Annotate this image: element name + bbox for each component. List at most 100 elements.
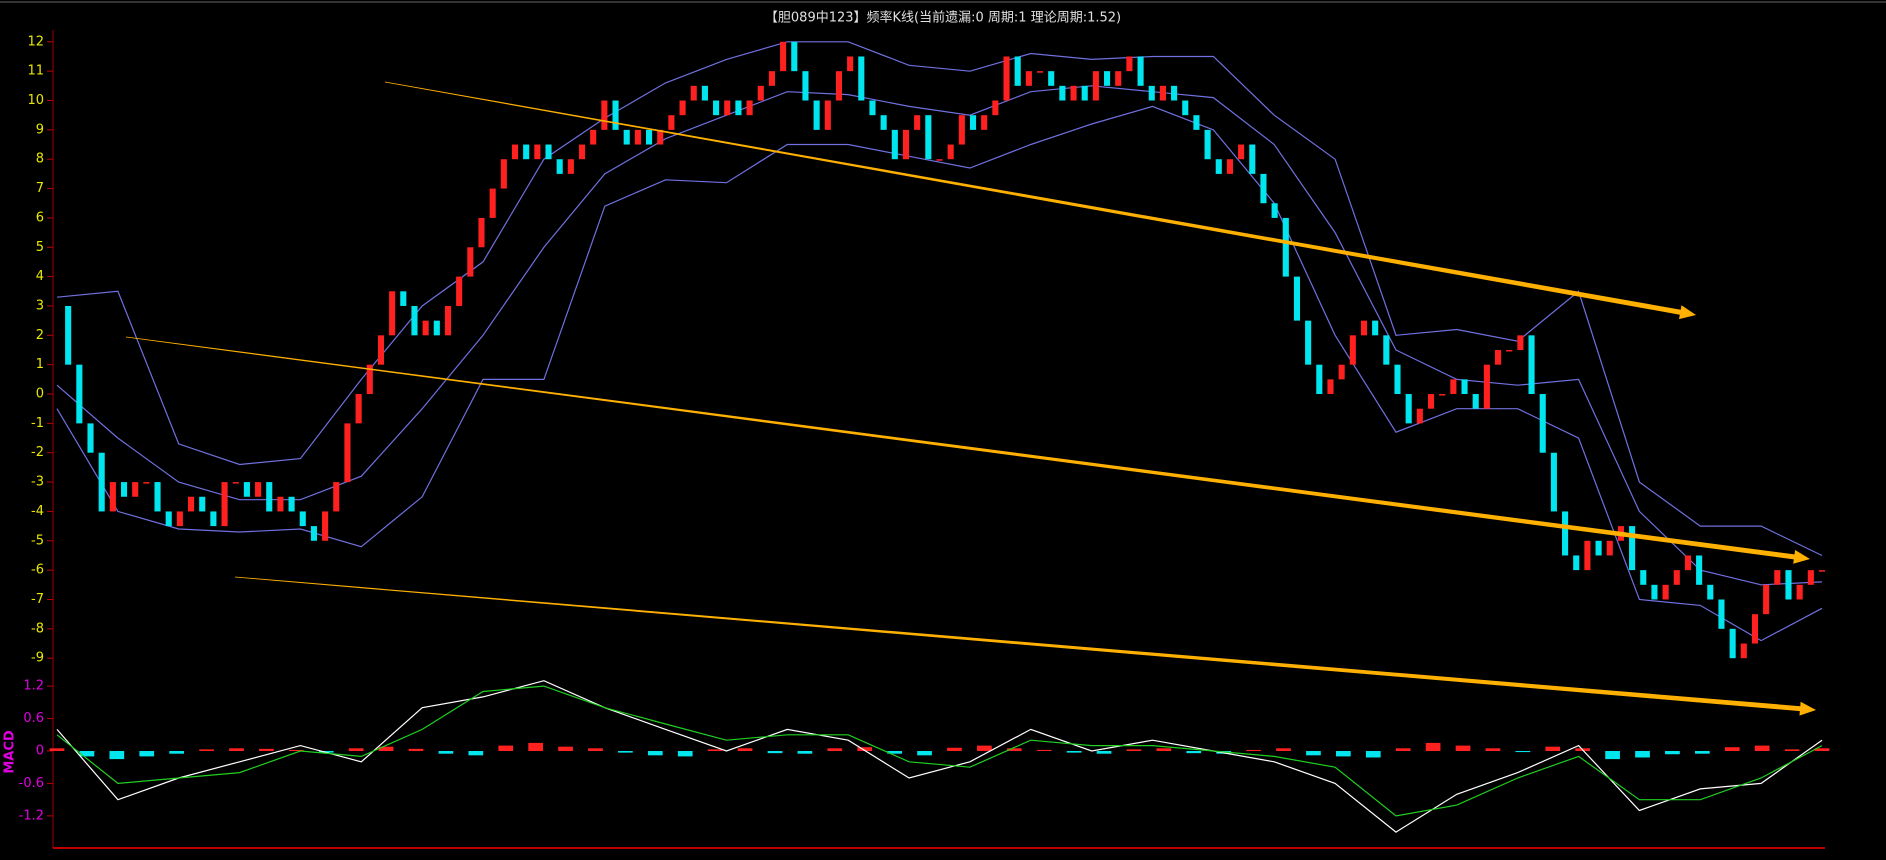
candle-body xyxy=(657,129,664,145)
candle-body xyxy=(1226,159,1233,174)
candle-body xyxy=(333,482,340,512)
candle-body xyxy=(1707,584,1714,600)
histogram-bar xyxy=(199,749,214,751)
candle-body xyxy=(1796,584,1803,600)
histogram-bar xyxy=(468,751,484,756)
candle-body xyxy=(1483,364,1490,409)
y-tick-label: 9 xyxy=(36,122,44,137)
candle-body xyxy=(1461,379,1468,395)
y-tick-label: 7 xyxy=(36,181,44,196)
candle-body xyxy=(500,159,507,189)
candle-body xyxy=(1439,394,1446,396)
histogram-bar xyxy=(229,748,244,751)
candle-body xyxy=(456,276,463,306)
candle-body xyxy=(1751,614,1759,644)
histogram-bar xyxy=(558,746,573,751)
candle-body xyxy=(1494,350,1502,365)
candle-body xyxy=(1394,364,1401,395)
candle-body xyxy=(690,85,697,101)
candle-body xyxy=(511,144,519,160)
candle-body xyxy=(958,115,965,145)
candle-body xyxy=(87,423,94,453)
histogram-bar xyxy=(707,749,723,751)
candle-body xyxy=(187,496,195,512)
candle-body xyxy=(1159,85,1166,101)
histogram-bar xyxy=(647,751,663,756)
y-tick-label: 1.2 xyxy=(23,679,44,694)
candle-body xyxy=(1405,394,1412,424)
candle-body xyxy=(1036,71,1044,73)
candle-body xyxy=(1059,85,1066,101)
candle-body xyxy=(1293,276,1301,321)
candle-body xyxy=(902,129,910,160)
candle-body xyxy=(1684,555,1692,571)
candle-body xyxy=(1785,570,1792,600)
candle-body xyxy=(400,291,407,306)
candle-body xyxy=(433,320,440,336)
histogram-bar xyxy=(1665,751,1680,755)
candle-body xyxy=(701,85,708,101)
candle-body xyxy=(1740,643,1747,659)
y-tick-label: 3 xyxy=(36,298,44,313)
candle-body xyxy=(791,41,798,72)
series-line xyxy=(56,685,1823,817)
candle-body xyxy=(243,482,250,497)
candle-body xyxy=(1416,408,1423,424)
candle-body xyxy=(981,115,988,130)
histogram-bar xyxy=(1156,748,1172,751)
y-tick-label: 4 xyxy=(36,269,44,284)
candle-body xyxy=(947,144,954,160)
y-tick-label: 8 xyxy=(36,152,44,167)
y-tick-label: 0 xyxy=(36,744,44,759)
y-tick-label: -2 xyxy=(31,445,44,460)
candle-body xyxy=(65,305,72,365)
candle-body xyxy=(1092,71,1099,101)
candle-body xyxy=(1070,85,1077,101)
candle-body xyxy=(143,482,150,484)
candle-body xyxy=(1807,570,1814,585)
y-tick-label: 0 xyxy=(36,387,44,402)
histogram-bar xyxy=(947,747,962,751)
candle-body xyxy=(813,100,820,130)
candle-body xyxy=(556,159,563,174)
candle-body xyxy=(1472,394,1479,409)
candle-body xyxy=(277,496,284,512)
histogram-bar xyxy=(408,748,424,751)
histogram-bar xyxy=(1395,748,1411,751)
histogram-bar xyxy=(1814,748,1830,751)
candle-body xyxy=(1316,364,1323,395)
candle-body xyxy=(869,100,876,116)
histogram-bar xyxy=(1246,749,1261,751)
candle-body xyxy=(880,115,887,130)
histogram-bar xyxy=(318,751,334,753)
candle-body xyxy=(1584,540,1591,571)
candle-body xyxy=(679,100,686,116)
y-tick-label: -8 xyxy=(31,621,44,636)
series-line xyxy=(56,680,1823,833)
candle-body xyxy=(567,159,574,174)
candle-body xyxy=(467,247,474,277)
candle-body xyxy=(1204,129,1211,160)
candle-body xyxy=(422,320,429,336)
candle-body xyxy=(288,496,295,512)
candle-body xyxy=(1517,335,1524,350)
candle-body xyxy=(612,100,619,130)
candle-body xyxy=(132,482,139,497)
candle-body xyxy=(1148,85,1155,101)
histogram-bar xyxy=(1006,748,1022,751)
y-tick-label: -6 xyxy=(31,563,44,578)
candle-body xyxy=(109,482,116,512)
candle-body xyxy=(1215,159,1222,174)
candle-body xyxy=(1651,584,1658,600)
candle-body xyxy=(444,305,452,336)
candle-body xyxy=(355,394,362,424)
histogram-bar xyxy=(1545,746,1561,751)
candle-body xyxy=(1763,584,1770,615)
candle-body xyxy=(1662,584,1669,600)
histogram-bar xyxy=(827,748,843,751)
candle-body xyxy=(1238,144,1245,160)
candle-body xyxy=(936,159,943,161)
y-tick-label: -0.6 xyxy=(19,776,44,791)
candle-body xyxy=(1349,335,1356,365)
histogram-bar xyxy=(1635,751,1650,758)
